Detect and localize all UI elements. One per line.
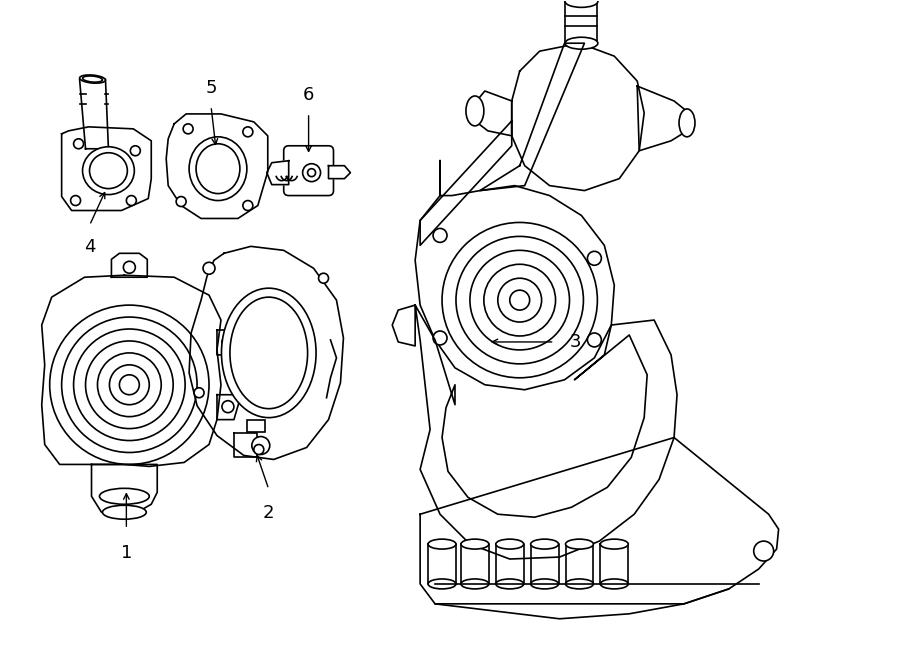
Text: 5: 5 bbox=[205, 79, 217, 97]
Circle shape bbox=[588, 333, 601, 347]
Circle shape bbox=[252, 436, 270, 455]
Ellipse shape bbox=[79, 75, 105, 83]
Polygon shape bbox=[565, 544, 593, 584]
Polygon shape bbox=[112, 253, 148, 277]
Ellipse shape bbox=[466, 96, 484, 126]
Circle shape bbox=[753, 541, 774, 561]
Circle shape bbox=[509, 290, 530, 310]
Circle shape bbox=[222, 336, 234, 348]
Ellipse shape bbox=[196, 144, 240, 194]
Polygon shape bbox=[266, 161, 289, 184]
Ellipse shape bbox=[221, 288, 316, 418]
Circle shape bbox=[442, 223, 598, 378]
Polygon shape bbox=[79, 79, 108, 149]
Polygon shape bbox=[166, 114, 268, 219]
Circle shape bbox=[319, 273, 328, 283]
Circle shape bbox=[194, 388, 204, 398]
Ellipse shape bbox=[461, 579, 489, 589]
Circle shape bbox=[302, 164, 320, 182]
Ellipse shape bbox=[531, 579, 559, 589]
Polygon shape bbox=[564, 1, 598, 43]
Bar bbox=[247, 420, 265, 432]
FancyBboxPatch shape bbox=[284, 146, 334, 196]
Circle shape bbox=[97, 353, 161, 416]
Circle shape bbox=[588, 251, 601, 265]
Polygon shape bbox=[496, 544, 524, 584]
Ellipse shape bbox=[565, 539, 593, 549]
Polygon shape bbox=[328, 166, 350, 178]
Polygon shape bbox=[61, 127, 151, 210]
Polygon shape bbox=[420, 438, 778, 619]
Circle shape bbox=[203, 262, 215, 274]
Ellipse shape bbox=[600, 579, 628, 589]
Circle shape bbox=[498, 278, 542, 322]
Text: 6: 6 bbox=[303, 86, 314, 104]
Ellipse shape bbox=[103, 505, 147, 519]
Ellipse shape bbox=[100, 488, 149, 504]
Circle shape bbox=[484, 264, 555, 336]
Circle shape bbox=[183, 124, 194, 134]
Polygon shape bbox=[531, 544, 559, 584]
Polygon shape bbox=[92, 465, 158, 512]
Circle shape bbox=[254, 444, 264, 455]
Polygon shape bbox=[217, 395, 239, 420]
Ellipse shape bbox=[189, 137, 247, 200]
Polygon shape bbox=[461, 544, 489, 584]
Polygon shape bbox=[392, 305, 415, 346]
Polygon shape bbox=[428, 544, 456, 584]
Circle shape bbox=[74, 139, 84, 149]
Ellipse shape bbox=[496, 579, 524, 589]
Circle shape bbox=[222, 401, 234, 412]
Circle shape bbox=[50, 305, 209, 465]
Circle shape bbox=[123, 261, 135, 273]
Polygon shape bbox=[189, 247, 344, 459]
Polygon shape bbox=[637, 86, 689, 151]
Ellipse shape bbox=[83, 147, 134, 194]
Ellipse shape bbox=[565, 37, 598, 49]
Circle shape bbox=[61, 317, 197, 453]
Polygon shape bbox=[512, 43, 644, 190]
Ellipse shape bbox=[83, 76, 103, 82]
Ellipse shape bbox=[600, 539, 628, 549]
Circle shape bbox=[130, 146, 140, 156]
Ellipse shape bbox=[496, 539, 524, 549]
Ellipse shape bbox=[428, 539, 456, 549]
Polygon shape bbox=[600, 544, 628, 584]
Circle shape bbox=[176, 196, 186, 206]
Text: 1: 1 bbox=[121, 544, 132, 562]
Circle shape bbox=[433, 331, 447, 345]
Polygon shape bbox=[415, 161, 615, 390]
Polygon shape bbox=[415, 305, 677, 559]
Text: 3: 3 bbox=[570, 333, 581, 351]
Circle shape bbox=[86, 341, 173, 428]
Ellipse shape bbox=[428, 579, 456, 589]
Polygon shape bbox=[41, 275, 221, 467]
Polygon shape bbox=[234, 432, 256, 457]
Circle shape bbox=[243, 200, 253, 210]
Polygon shape bbox=[475, 91, 512, 136]
Text: 4: 4 bbox=[84, 239, 95, 256]
Circle shape bbox=[110, 365, 149, 405]
Circle shape bbox=[74, 329, 185, 440]
Ellipse shape bbox=[531, 539, 559, 549]
Circle shape bbox=[470, 251, 570, 350]
Polygon shape bbox=[217, 330, 239, 355]
Ellipse shape bbox=[565, 0, 598, 7]
Circle shape bbox=[456, 237, 583, 364]
Circle shape bbox=[126, 196, 136, 206]
Ellipse shape bbox=[565, 579, 593, 589]
Circle shape bbox=[243, 127, 253, 137]
Ellipse shape bbox=[461, 539, 489, 549]
Circle shape bbox=[120, 375, 140, 395]
Circle shape bbox=[433, 229, 447, 243]
Circle shape bbox=[70, 196, 81, 206]
Ellipse shape bbox=[230, 297, 308, 408]
Polygon shape bbox=[480, 43, 584, 190]
Ellipse shape bbox=[89, 153, 128, 188]
Ellipse shape bbox=[679, 109, 695, 137]
Text: 2: 2 bbox=[263, 504, 274, 522]
Circle shape bbox=[308, 169, 316, 176]
Polygon shape bbox=[420, 121, 512, 245]
